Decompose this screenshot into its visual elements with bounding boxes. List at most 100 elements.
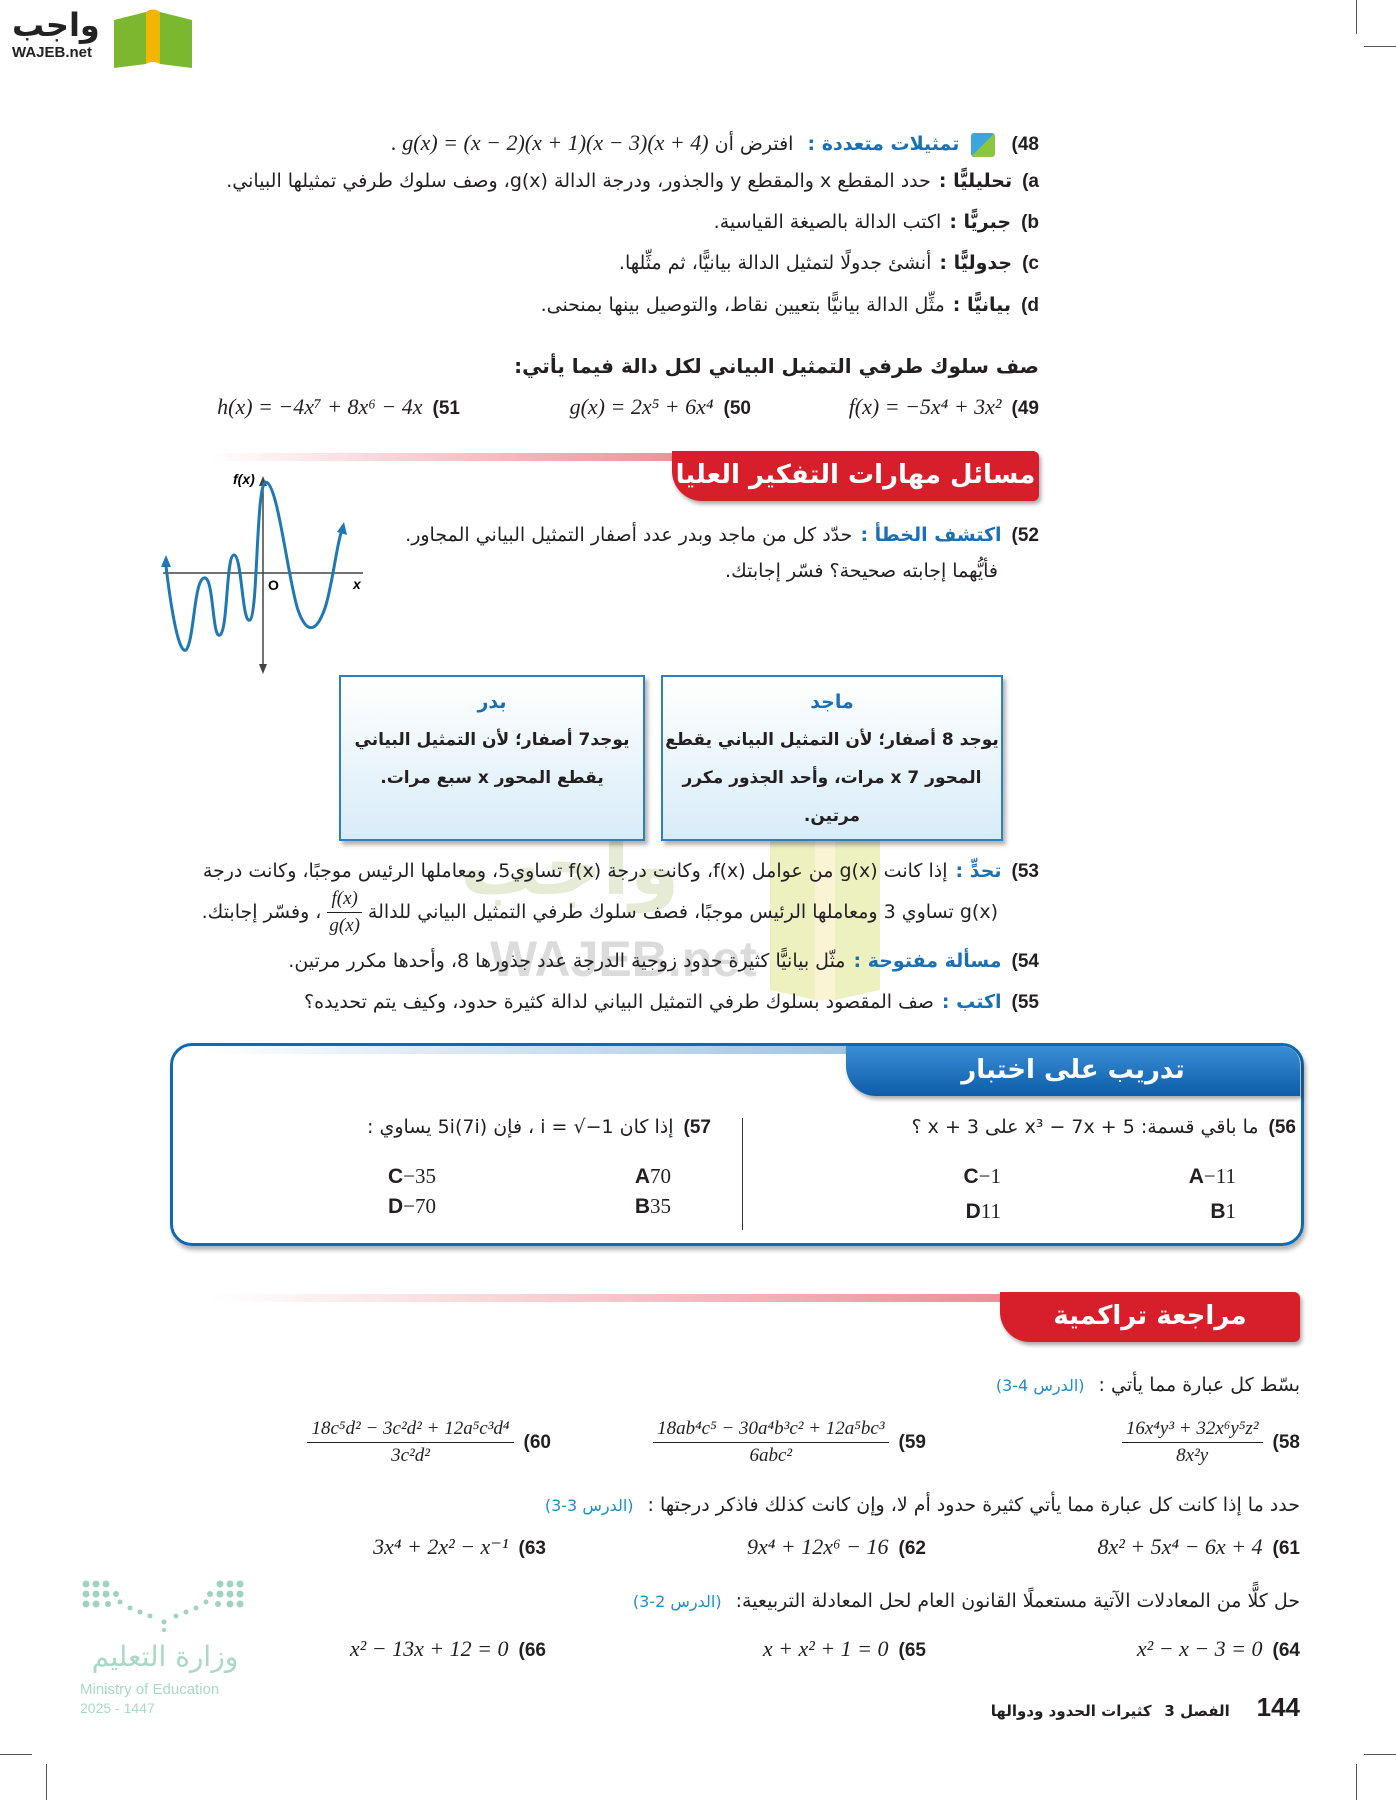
option-letter: A [634,1165,650,1188]
question-number: 53) [1011,861,1039,882]
question-50: 50) g(x) = 2x⁵ + 6x⁴ [570,394,751,420]
fraction: f(x) g(x) [327,888,362,937]
badr-line2: يقطع المحور x سبع مرات. [380,768,604,788]
question-number: 63) [518,1538,546,1559]
option-d[interactable]: D−70 [366,1194,436,1219]
question-number: 66) [518,1640,546,1661]
question-53-line2: g(x) تساوي 3 ومعاملها الرئيس موجبًا، فصف… [202,888,998,937]
chapter-title: كثيرات الحدود ودوالها [990,1702,1152,1720]
option-a[interactable]: A70 [613,1164,671,1189]
fraction: 18c⁵d² − 3c²d² + 12a⁵c³d⁴ 3c²d² [307,1418,514,1467]
question-text: حدّد كل من ماجد وبدر عدد أصفار التمثيل ا… [405,524,853,546]
question-math: x² − 13x + 12 = 0 [349,1636,509,1661]
denominator: 8x²y [1176,1445,1209,1466]
lesson-reference[interactable]: (الدرس 2-3) [632,1592,722,1611]
part-letter: b) [1021,212,1039,233]
denominator: 3c²d² [391,1445,430,1466]
quadratic-heading: حل كلًّا من المعادلات الآتية مستعملًا ال… [633,1590,1300,1612]
question-text: مثّل بيانيًّا كثيرة حدود زوجية الدرجة عد… [288,950,846,972]
multiple-representations-icon [971,132,996,157]
question-63: 63) 3x⁴ + 2x² − x⁻¹ [373,1534,546,1560]
option-value: −1 [978,1164,1001,1188]
question-number: 55) [1011,992,1039,1013]
simplify-heading: بسّط كل عبارة مما يأتي : (الدرس 4-3) [996,1374,1300,1396]
section-heading: حل كلًّا من المعادلات الآتية مستعملًا ال… [735,1590,1300,1612]
chapter-number: الفصل 3 [1164,1702,1230,1720]
ministry-year: 2025 - 1447 [80,1700,155,1716]
logo-latin: WAJEB.net [12,44,93,61]
question-text: إذا كان i = √−1 ، فإن 5i(7i) يساوي : [367,1116,674,1138]
question-text: إذا كانت g(x) من عوامل f(x)، وكانت درجة … [202,860,948,882]
question-number: 64) [1272,1640,1300,1661]
ministry-arabic: وزارة التعليم [91,1640,239,1673]
question-57: 57) إذا كان i = √−1 ، فإن 5i(7i) يساوي : [367,1116,711,1139]
question-65: 65) x + x² + 1 = 0 [763,1636,926,1662]
page-number: 144 [1256,1692,1300,1722]
option-letter: A [1188,1165,1204,1188]
option-a[interactable]: A−11 [1167,1164,1236,1189]
option-c[interactable]: C−1 [941,1164,1001,1189]
ministry-logo: وزارة التعليم Ministry of Education 2025… [80,1578,255,1728]
crop-mark [1364,46,1396,47]
option-letter: B [634,1195,650,1218]
crop-mark [46,1764,47,1800]
option-value: 35 [650,1194,671,1218]
question-number: 56) [1268,1117,1296,1138]
question-text: g(x) تساوي 3 ومعاملها الرئيس موجبًا، فصف… [367,901,998,923]
badr-line1: يوجد7 أصفار؛ لأن التمثيل البياني [354,730,630,750]
curve-arrow-left [161,555,171,567]
part-label: تحليليًّا : [938,170,1013,192]
question-48-part-a: a) تحليليًّا : حدد المقطع x والمقطع y والج… [226,170,1039,193]
question-math: x² − x − 3 = 0 [1136,1636,1263,1661]
part-text: أنشئ جدولًا لتمثيل الدالة بيانيًّا، ثم م… [618,252,932,274]
option-value: −35 [403,1164,436,1188]
option-value: 70 [650,1164,671,1188]
question-64: 64) x² − x − 3 = 0 [1137,1636,1300,1662]
question-60: 60) 18c⁵d² − 3c²d² + 12a⁵c³d⁴ 3c²d² [307,1418,551,1467]
question-58: 58) 16x⁴y³ + 32x⁶y⁵z² 8x²y [1121,1418,1300,1467]
denominator: g(x) [329,915,360,936]
part-text: اكتب الدالة بالصيغة القياسية. [713,211,942,233]
crop-mark [1356,0,1357,34]
question-label: اكتب : [941,991,1002,1013]
section-heading: حدد ما إذا كانت كل عبارة مما يأتي كثيرة … [647,1494,1300,1516]
question-number: 62) [898,1538,926,1559]
question-label: تحدٍّ : [955,860,1002,882]
option-c[interactable]: C−35 [366,1164,436,1189]
numerator: 18c⁵d² − 3c²d² + 12a⁵c³d⁴ [307,1418,514,1443]
option-d[interactable]: D11 [944,1199,1001,1224]
crop-mark [1364,1754,1396,1755]
question-math: h(x) = −4x⁷ + 8x⁶ − 4x [217,394,423,419]
option-b[interactable]: B1 [1188,1199,1236,1224]
option-value: 11 [980,1199,1001,1223]
lesson-reference[interactable]: (الدرس 3-3) [544,1496,634,1515]
question-59: 59) 18ab⁴c⁵ − 30a⁴b³c² + 12a⁵bc³ 6abc² [653,1418,926,1467]
question-52-line2: فأيُّهما إجابته صحيحة؟ فسّر إجابتك. [725,560,998,582]
question-number: 60) [523,1432,551,1453]
option-letter: B [1210,1200,1226,1223]
question-text: ، وفسّر إجابتك. [201,901,322,923]
x-axis-label: x [352,576,362,592]
question-51: 51) h(x) = −4x⁷ + 8x⁶ − 4x [217,394,460,420]
majed-line3: مرتين. [803,806,861,826]
polynomial-heading: حدد ما إذا كانت كل عبارة مما يأتي كثيرة … [545,1494,1300,1516]
part-text: حدد المقطع x والمقطع y والجذور، ودرجة ال… [226,170,931,192]
logo-arabic: واجب [12,6,100,44]
part-letter: d) [1021,295,1039,316]
question-math: . g(x) = (x − 2)(x + 1)(x − 3)(x + 4) [391,130,709,155]
lesson-reference[interactable]: (الدرس 4-3) [995,1376,1085,1395]
question-number: 65) [898,1640,926,1661]
question-66: 66) x² − 13x + 12 = 0 [350,1636,546,1662]
function-curve [164,480,343,652]
question-56: 56) ما باقي قسمة: x³ − 7x + 5 على x + 3 ؟ [912,1116,1296,1139]
test-practice-box [170,1043,1304,1246]
book-icon [114,9,192,68]
option-value: −11 [1203,1164,1236,1188]
fraction: 16x⁴y³ + 32x⁶y⁵z² 8x²y [1121,1418,1263,1467]
section-heading: بسّط كل عبارة مما يأتي : [1098,1374,1300,1396]
question-text: افترض أن [714,133,794,155]
question-62: 62) 9x⁴ + 12x⁶ − 16 [747,1534,926,1560]
wajeb-logo[interactable]: واجب WAJEB.net [6,4,196,70]
option-b[interactable]: B35 [613,1194,671,1219]
ministry-english: Ministry of Education [80,1681,220,1698]
